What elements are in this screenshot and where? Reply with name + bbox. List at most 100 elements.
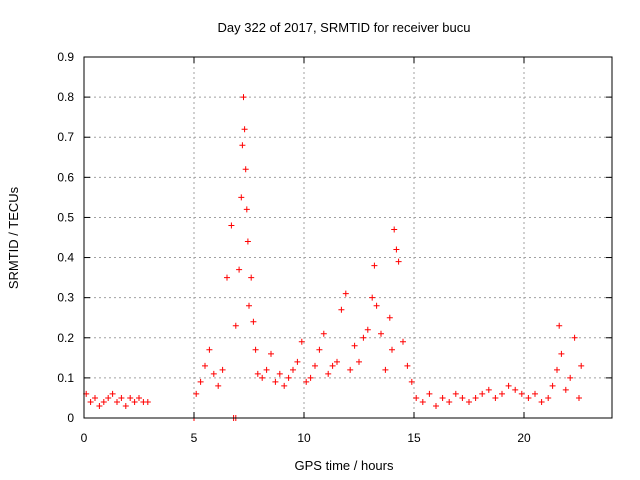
data-point xyxy=(259,374,266,381)
data-point xyxy=(268,350,274,357)
data-point xyxy=(136,394,142,401)
x-tick-label: 0 xyxy=(81,431,88,445)
data-point xyxy=(239,142,246,149)
data-point xyxy=(228,222,235,229)
data-point xyxy=(351,342,358,349)
data-points xyxy=(83,94,585,421)
data-point xyxy=(567,374,574,381)
data-point xyxy=(193,390,200,397)
data-point xyxy=(105,394,112,401)
data-point xyxy=(215,382,222,389)
y-tick-label: 0.8 xyxy=(57,90,74,104)
data-point xyxy=(122,402,129,409)
data-point xyxy=(556,322,563,329)
data-point xyxy=(386,314,393,321)
data-point xyxy=(459,394,466,401)
data-point xyxy=(433,402,439,409)
data-point xyxy=(320,330,327,337)
data-point xyxy=(364,326,371,333)
plot-frame xyxy=(83,56,613,419)
data-point xyxy=(241,126,248,133)
data-point xyxy=(382,366,389,373)
data-point xyxy=(303,378,310,385)
data-point xyxy=(294,358,301,365)
data-point xyxy=(426,390,433,397)
data-point xyxy=(492,394,499,401)
data-point xyxy=(206,346,213,353)
data-point xyxy=(525,394,532,401)
data-point xyxy=(96,402,103,409)
data-point xyxy=(307,374,314,381)
data-point xyxy=(250,318,257,325)
data-point xyxy=(316,346,323,353)
x-tick-label: 20 xyxy=(517,431,531,445)
data-point xyxy=(342,290,349,297)
data-point xyxy=(232,322,239,329)
y-tick-label: 0.4 xyxy=(57,251,74,265)
data-point xyxy=(378,330,384,337)
y-tick-label: 0.5 xyxy=(57,210,74,224)
data-point xyxy=(369,294,376,301)
data-point xyxy=(485,386,492,393)
data-point xyxy=(118,394,125,401)
data-point xyxy=(114,398,120,405)
data-point xyxy=(131,398,138,405)
data-point xyxy=(272,378,279,385)
data-point xyxy=(312,362,318,369)
data-point xyxy=(538,398,545,405)
data-point xyxy=(290,366,296,373)
y-tick-label: 0 xyxy=(67,411,74,425)
data-point xyxy=(246,302,252,309)
data-point xyxy=(325,370,332,377)
y-axis-label: SRMTID / TECUs xyxy=(6,186,21,289)
data-point xyxy=(202,362,208,369)
data-point xyxy=(100,398,107,405)
y-tick-label: 0.7 xyxy=(57,130,74,144)
data-point xyxy=(252,346,259,353)
data-point xyxy=(242,166,249,173)
data-point xyxy=(479,390,486,397)
y-tick-label: 0.6 xyxy=(57,170,74,184)
data-point xyxy=(391,226,398,233)
data-point xyxy=(210,370,217,377)
data-point xyxy=(554,366,560,373)
data-point xyxy=(329,362,336,369)
data-point xyxy=(338,306,345,313)
data-point xyxy=(334,358,340,365)
data-point xyxy=(248,274,255,281)
data-point xyxy=(576,394,582,401)
data-point xyxy=(281,382,288,389)
data-point xyxy=(244,238,251,245)
data-point xyxy=(144,398,151,405)
data-point xyxy=(285,374,292,381)
data-point xyxy=(197,378,204,385)
x-axis-label: GPS time / hours xyxy=(295,458,394,473)
data-point xyxy=(472,394,479,401)
data-point xyxy=(371,262,378,269)
data-point xyxy=(413,394,420,401)
x-tick-label: 15 xyxy=(407,431,421,445)
x-tick-label: 10 xyxy=(297,431,311,445)
data-point xyxy=(393,246,400,253)
data-point xyxy=(238,194,245,201)
data-point xyxy=(254,370,261,377)
y-tick-label: 0.2 xyxy=(57,331,74,345)
chart-title: Day 322 of 2017, SRMTID for receiver buc… xyxy=(218,20,471,35)
data-point xyxy=(389,346,395,353)
data-point xyxy=(532,390,538,397)
data-point xyxy=(505,382,512,389)
data-point xyxy=(360,334,367,341)
data-point xyxy=(400,338,406,345)
data-point xyxy=(298,338,305,345)
data-point xyxy=(395,258,402,265)
data-point xyxy=(276,370,283,377)
data-point xyxy=(558,350,565,357)
data-point xyxy=(127,394,134,401)
data-point xyxy=(109,390,116,397)
data-point xyxy=(439,394,446,401)
x-tick-label: 5 xyxy=(191,431,198,445)
y-tick-label: 0.9 xyxy=(57,50,74,64)
data-point xyxy=(466,398,472,405)
data-point xyxy=(545,394,552,401)
